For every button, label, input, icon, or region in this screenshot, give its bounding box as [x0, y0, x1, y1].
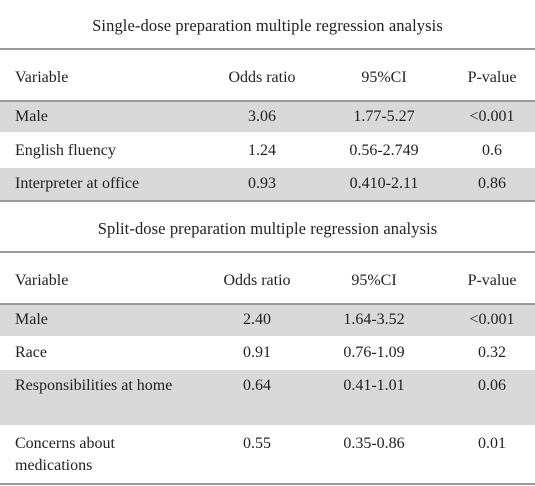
divider [0, 200, 535, 202]
table-row: Concerns about medications 0.55 0.35-0.8… [0, 428, 535, 483]
row-odds-ratio: 0.55 [243, 435, 271, 452]
row-ci: 0.41-1.01 [343, 377, 405, 394]
row-odds-ratio: 1.24 [248, 142, 276, 159]
row-variable: Responsibilities at home [15, 377, 173, 394]
divider [0, 251, 535, 253]
row-variable: Race [15, 344, 47, 361]
header-variable: Variable [15, 272, 69, 289]
row-p-value: <0.001 [469, 108, 515, 125]
row-variable: Male [15, 108, 48, 125]
split-dose-title: Split-dose preparation multiple regressi… [97, 219, 438, 238]
header-odds-ratio: Odds ratio [228, 69, 296, 86]
row-odds-ratio: 0.93 [248, 175, 276, 192]
header-variable: Variable [15, 69, 69, 86]
row-ci: 1.77-5.27 [353, 108, 415, 125]
divider [0, 483, 535, 485]
header-p-value: P-value [467, 272, 517, 289]
header-odds-ratio: Odds ratio [223, 272, 291, 289]
header-p-value: P-value [467, 69, 517, 86]
header-ci: 95%CI [361, 69, 407, 86]
header-ci: 95%CI [351, 272, 397, 289]
row-ci: 0.76-1.09 [343, 344, 405, 361]
divider [0, 303, 535, 305]
row-ci: 0.56-2.749 [349, 142, 419, 159]
row-p-value: 0.32 [478, 344, 506, 361]
row-odds-ratio: 0.91 [243, 344, 271, 361]
row-p-value: <0.001 [469, 311, 515, 328]
divider [0, 48, 535, 50]
row-variable: Male [15, 311, 48, 328]
row-variable: Concerns about medications [15, 435, 115, 474]
table-row: Responsibilities at home 0.64 0.41-1.01 … [0, 370, 535, 425]
table-row: English fluency 1.24 0.56-2.749 0.6 [0, 136, 535, 166]
table-row: Male 3.06 1.77-5.27 <0.001 [0, 102, 535, 132]
divider [0, 100, 535, 102]
table-row: Interpreter at office 0.93 0.410-2.11 0.… [0, 168, 535, 200]
row-odds-ratio: 3.06 [248, 108, 276, 125]
table-row: Male 2.40 1.64-3.52 <0.001 [0, 305, 535, 336]
row-p-value: 0.6 [482, 142, 502, 159]
table-row: Race 0.91 0.76-1.09 0.32 [0, 338, 535, 368]
row-ci: 1.64-3.52 [343, 311, 405, 328]
row-ci: 0.35-0.86 [343, 435, 405, 452]
row-variable: Interpreter at office [15, 175, 140, 192]
row-p-value: 0.86 [478, 175, 506, 192]
split-header-row: Variable Odds ratio 95%CI P-value [0, 270, 535, 292]
single-header-row: Variable Odds ratio 95%CI P-value [0, 67, 535, 89]
single-dose-title: Single-dose preparation multiple regress… [92, 16, 443, 35]
row-p-value: 0.01 [478, 435, 506, 452]
row-p-value: 0.06 [478, 377, 506, 394]
row-ci: 0.410-2.11 [349, 175, 419, 192]
row-odds-ratio: 2.40 [243, 311, 271, 328]
row-odds-ratio: 0.64 [243, 377, 271, 394]
row-variable: English fluency [15, 142, 116, 159]
